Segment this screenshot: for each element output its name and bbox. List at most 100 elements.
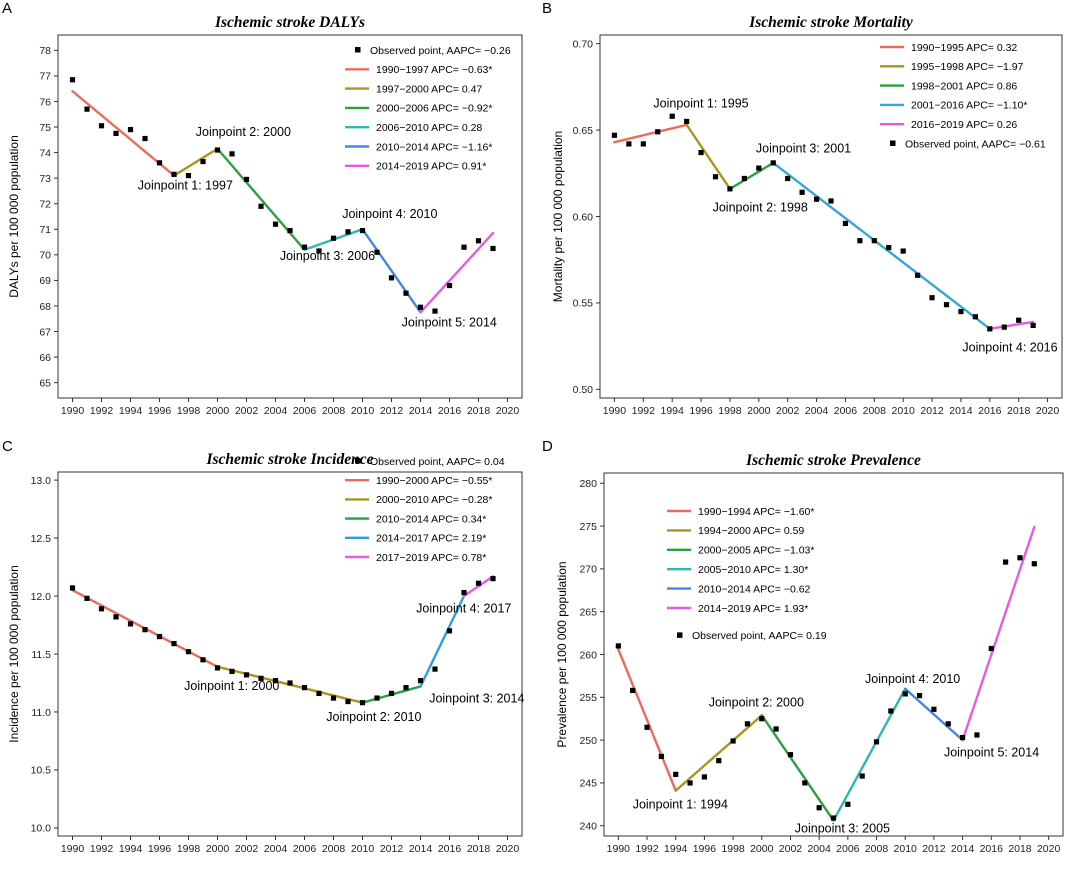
y-tick-label: 255: [579, 692, 597, 704]
observed-point: [741, 175, 747, 182]
x-tick-label: 2008: [865, 843, 889, 855]
observed-point: [142, 135, 148, 142]
observed-point: [156, 634, 163, 640]
chart-title: Ischemic stroke Prevalence: [745, 452, 921, 469]
chart-svg: D Ischemic stroke Prevalence 1990 1992 1994 1…: [542, 438, 1064, 855]
observed-point: [272, 678, 279, 684]
panel-letter: A: [2, 0, 12, 17]
observed-point: [403, 290, 409, 296]
x-tick-label: 1996: [148, 843, 172, 855]
x-tick-label: 2016: [438, 843, 462, 855]
observed-point: [258, 203, 264, 209]
x-tick-label: 2014: [949, 405, 973, 417]
observed-point: [828, 198, 834, 204]
x-tick-label: 2006: [293, 405, 317, 417]
legend-label: 1994−2000 APC= 0.59: [698, 525, 804, 537]
joinpoint-annotation: Joinpoint 5: 2014: [944, 745, 1039, 759]
observed-point: [272, 221, 279, 227]
x-tick-label: 2006: [293, 843, 317, 855]
chart-title: Ischemic stroke Incidence: [205, 451, 373, 468]
observed-point: [214, 147, 221, 153]
legend-label: 2010−2014 APC= 0.34*: [376, 513, 486, 525]
y-tick-label: 275: [579, 521, 597, 533]
observed-point: [915, 272, 921, 278]
legend-label: 2000−2005 APC= −1.03*: [698, 545, 814, 557]
observed-point: [655, 129, 661, 135]
y-tick-label: 74: [39, 147, 51, 159]
legend-point-marker: [355, 47, 361, 53]
y-tick-label: 77: [39, 71, 51, 83]
joinpoint-annotation: Joinpoint 2: 2000: [709, 696, 804, 710]
chart-svg: A Ischemic stroke DALYs 1990 1992 1994 1996 19…: [2, 0, 523, 417]
observed-point: [799, 189, 805, 195]
x-tick-label: 2006: [834, 405, 858, 417]
legend-label: 1990−1995 APC= 0.32: [911, 42, 1017, 54]
y-tick-label: 0.50: [573, 384, 594, 396]
joinpoint-annotation: Joinpoint 4: 2017: [416, 601, 511, 615]
y-tick-label: 250: [579, 735, 597, 747]
observed-point: [287, 680, 293, 686]
legend-label: 2006−2010 APC= 0.28: [376, 122, 482, 134]
observed-point: [475, 238, 482, 244]
y-tick-label: 66: [39, 352, 51, 364]
observed-point: [69, 585, 76, 591]
joinpoint-annotation: Joinpoint 1: 1997: [138, 179, 233, 193]
observed-point: [873, 739, 880, 745]
legend-label: 2014−2019 APC= 1.93*: [698, 603, 808, 615]
joinpoint-annotation: Joinpoint 3: 2005: [795, 822, 890, 836]
y-tick-label: 0.65: [573, 125, 594, 137]
observed-point: [243, 672, 250, 678]
observed-point: [816, 805, 822, 811]
x-tick-label: 1996: [148, 405, 172, 417]
observed-point: [345, 698, 351, 705]
x-tick-label: 1990: [603, 405, 627, 417]
joinpoint-annotation: Joinpoint 3: 2001: [756, 142, 851, 156]
plot-frame: [57, 34, 523, 399]
segment-line: [685, 123, 732, 191]
x-tick-label: 1990: [61, 405, 85, 417]
observed-point: [770, 160, 776, 166]
observed-point: [886, 245, 892, 251]
observed-point: [359, 227, 366, 234]
observed-point: [1016, 317, 1022, 323]
observed-point: [929, 295, 935, 301]
y-tick-label: 265: [579, 606, 597, 618]
observed-point: [98, 606, 105, 612]
joinpoint-annotation: Joinpoint 4: 2016: [962, 340, 1057, 354]
x-tick-label: 2012: [920, 405, 944, 417]
observed-point: [958, 308, 964, 315]
legend-label: 1990−2000 APC= −0.55*: [376, 475, 492, 487]
legend-label: 1990−1997 APC= −0.63*: [376, 64, 492, 76]
legend-label: 2005−2010 APC= 1.30*: [698, 564, 808, 576]
x-tick-label: 2010: [351, 843, 375, 855]
observed-point: [171, 640, 177, 647]
observed-point: [446, 282, 453, 289]
segment-line: [728, 161, 775, 191]
y-tick-label: 0.55: [573, 298, 594, 310]
x-tick-label: 1996: [693, 843, 717, 855]
legend-label: 2010−2014 APC= −0.62: [698, 583, 811, 595]
observed-point: [1030, 322, 1036, 328]
segment-line: [617, 648, 677, 792]
joinpoint-annotation: Joinpoint 2: 2000: [196, 125, 291, 139]
segment-line: [760, 714, 835, 822]
observed-point: [214, 665, 221, 671]
observed-point: [871, 238, 877, 244]
observed-point: [417, 678, 424, 684]
panel-b: B Ischemic stroke Mortality 1990 1992 1994 19…: [540, 0, 1080, 438]
observed-point: [185, 172, 192, 179]
y-axis-title: Mortality per 100 000 population: [551, 131, 565, 302]
legend-label: Observed point, AAPC= 0.19: [692, 630, 827, 642]
observed-point: [787, 752, 794, 758]
y-tick-label: 240: [579, 821, 597, 833]
segment-line: [674, 714, 763, 792]
x-tick-label: 2008: [322, 405, 346, 417]
y-tick-label: 78: [39, 45, 51, 57]
observed-point: [687, 780, 693, 786]
segment-line: [172, 147, 219, 177]
x-tick-label: 2004: [807, 843, 831, 855]
observed-point: [698, 149, 704, 156]
x-tick-label: 2010: [892, 405, 916, 417]
observed-point: [171, 171, 177, 177]
observed-point: [857, 238, 863, 244]
